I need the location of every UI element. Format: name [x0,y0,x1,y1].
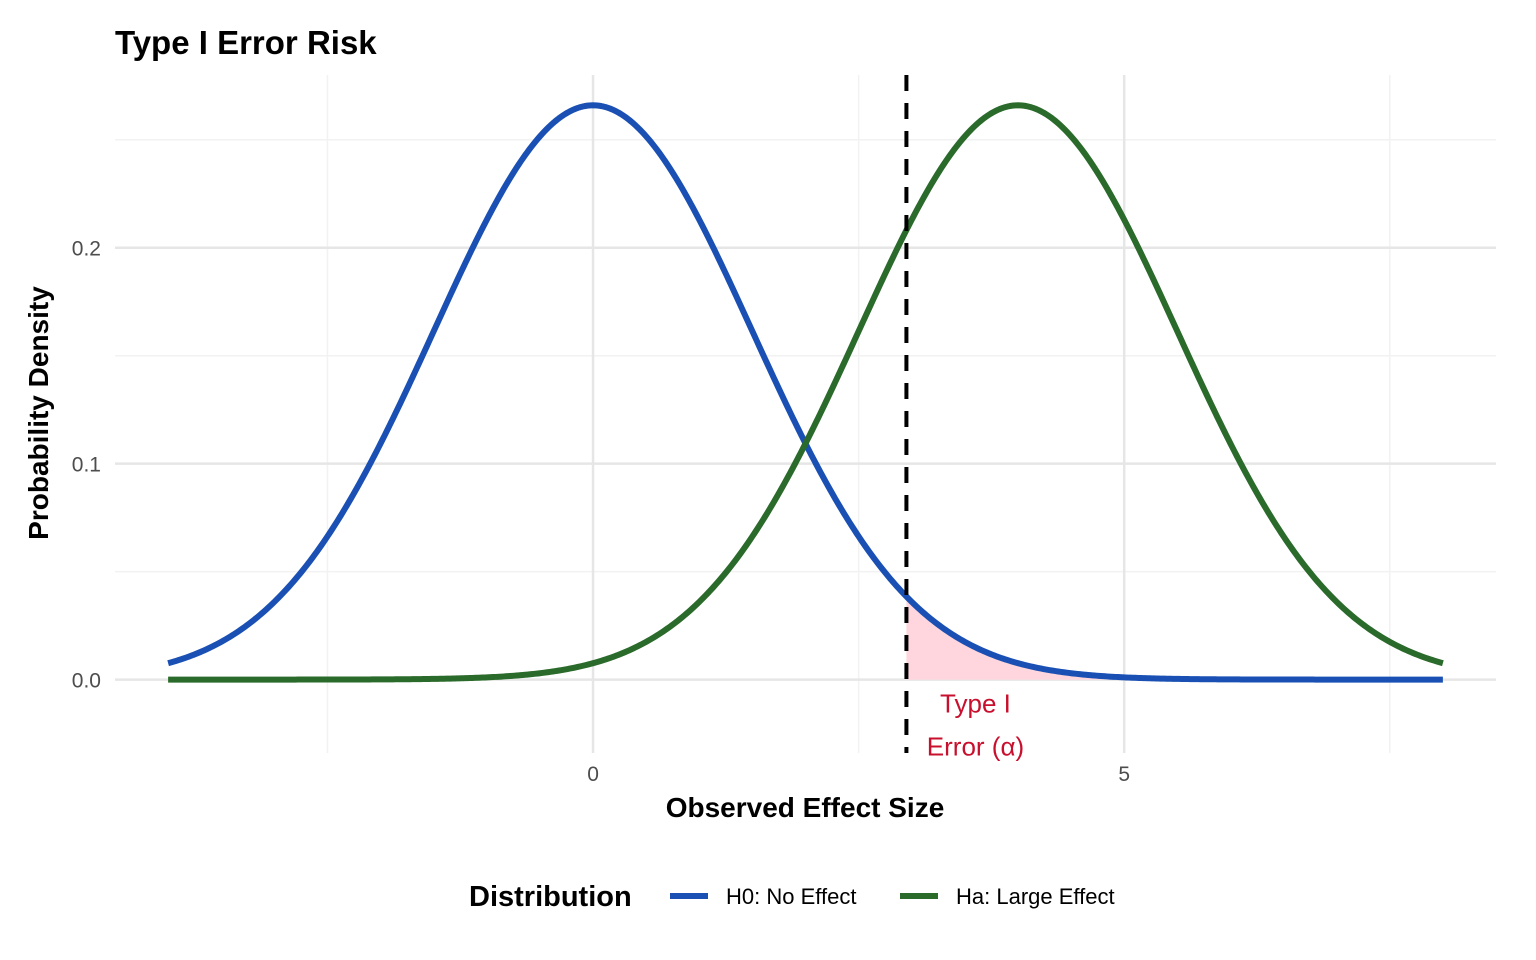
y-tick-label-0: 0.0 [72,670,101,693]
y-tick-label-1: 0.1 [72,454,101,477]
grid [115,75,1496,753]
x-axis-title: Observed Effect Size [666,792,945,823]
series-line-1 [167,102,1444,683]
y-axis-title: Probability Density [23,286,54,540]
x-tick-label-0: 0 [587,763,599,786]
type-i-error-region [906,596,1443,680]
chart-title: Type I Error Risk [115,24,377,61]
annotation-line-2: Error (α) [927,732,1024,762]
annotation-line-1: Type I [940,689,1011,719]
legend-label-ha: Ha: Large Effect [956,884,1115,909]
y-tick-label-2: 0.2 [72,238,101,261]
legend: Distribution H0: No Effect Ha: Large Eff… [469,881,1115,913]
x-tick-label-1: 5 [1118,763,1130,786]
legend-label-h0: H0: No Effect [726,884,856,909]
series-lines [167,102,1444,683]
series-line-0 [167,102,1444,683]
tick-labels: 0.0 0.1 0.2 0 5 [72,238,1130,786]
legend-title: Distribution [469,881,632,913]
